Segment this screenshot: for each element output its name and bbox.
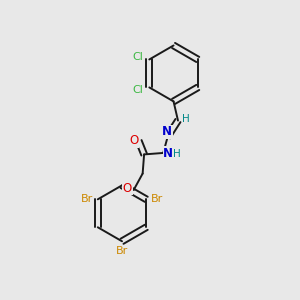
Text: H: H (182, 114, 190, 124)
Text: Br: Br (80, 194, 93, 204)
Text: N: N (163, 147, 173, 160)
Text: Br: Br (116, 246, 128, 256)
Text: Cl: Cl (133, 52, 144, 62)
Text: O: O (129, 134, 138, 147)
Text: H: H (172, 148, 180, 158)
Text: N: N (162, 125, 172, 138)
Text: O: O (123, 182, 132, 195)
Text: Cl: Cl (133, 85, 144, 95)
Text: Br: Br (151, 194, 164, 204)
